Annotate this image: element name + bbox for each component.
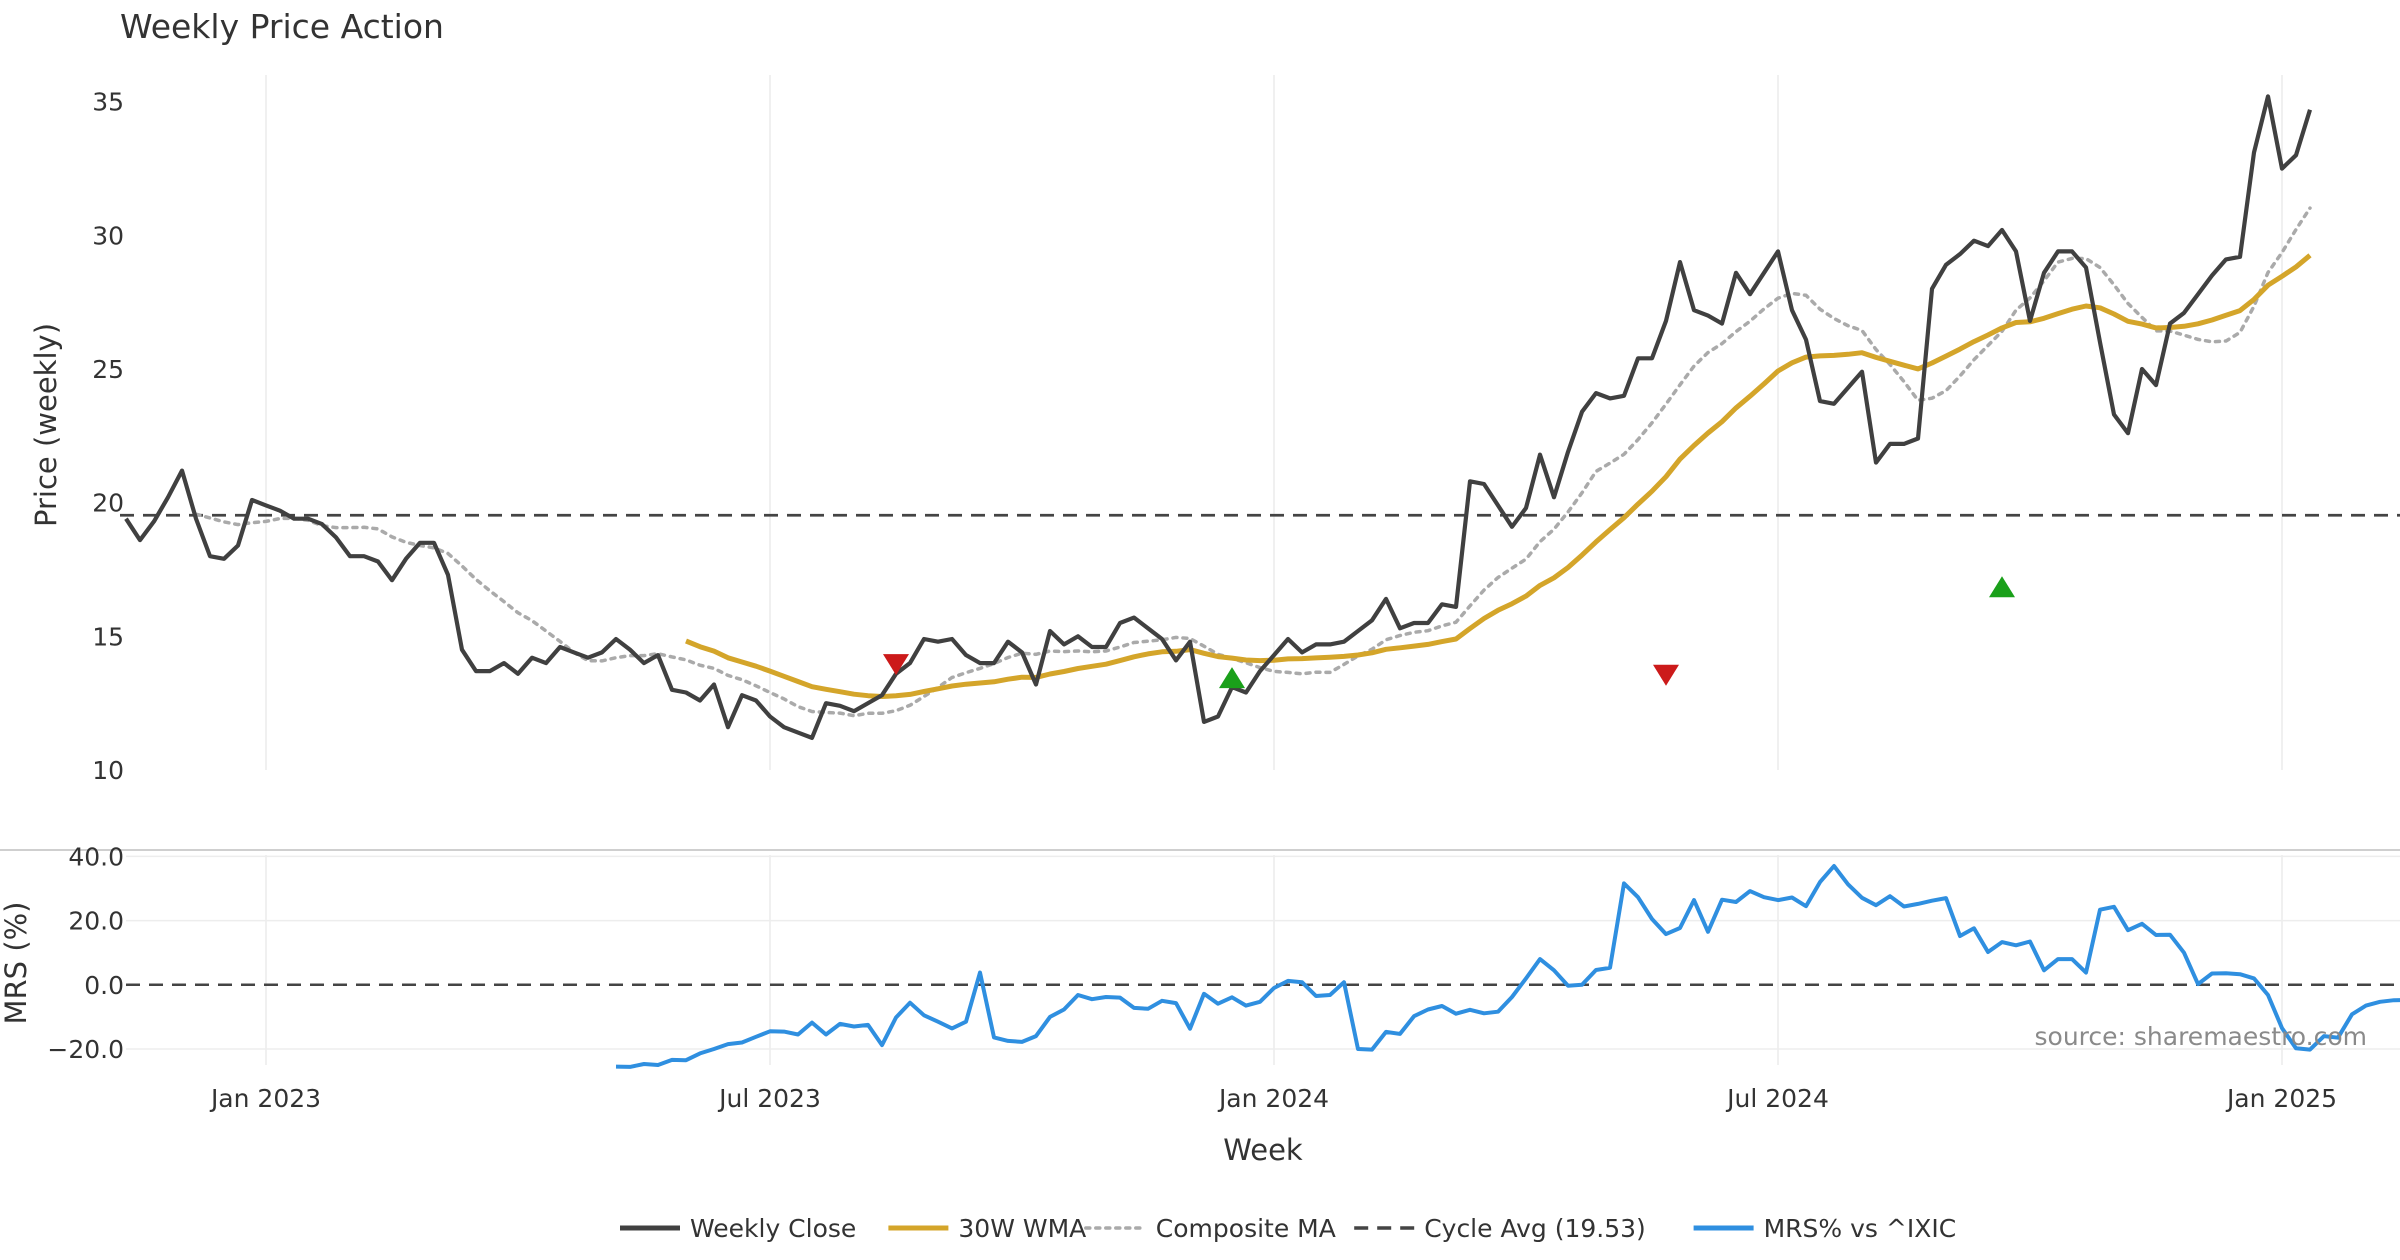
sell-signal-marker [883,654,909,676]
mrs-y-ticks: −20.0 0.0 20.0 40.0 [47,842,124,1064]
price-y-tick-label: 25 [92,355,124,384]
price-y-ticks: 10 15 20 25 30 35 [92,88,124,785]
legend: Weekly Close 30W WMA Composite MA Cycle Avg… [620,1214,1956,1243]
buy-signal-marker [1989,576,2015,598]
price-y-tick-label: 35 [92,88,124,117]
x-tick-label: Jan 2023 [209,1084,321,1113]
price-y-tick-label: 20 [92,489,124,518]
mrs-y-tick-label: 40.0 [68,842,124,871]
mrs-series [126,864,2400,1069]
x-axis-label: Week [1223,1133,1303,1167]
legend-label: MRS% vs ^IXIC [1764,1214,1957,1243]
source-watermark: source: sharemaestro.com [2035,1022,2368,1051]
chart-title: Weekly Price Action [120,7,444,46]
price-y-tick-label: 30 [92,221,124,250]
wma-30w-line [685,253,2312,699]
mrs-line [615,864,2400,1069]
legend-label: Composite MA [1156,1214,1336,1243]
signal-markers [883,576,2015,689]
x-tick-label: Jan 2025 [2225,1084,2337,1113]
buy-signal-marker [1219,667,1245,689]
mrs-y-tick-label: 20.0 [68,907,124,936]
composite-ma-line [194,206,2312,718]
price-y-tick-label: 10 [92,756,124,785]
price-y-axis-label: Price (weekly) [29,323,63,527]
mrs-gridlines [126,855,2400,1065]
x-axis-ticks: Jan 2023 Jul 2023 Jan 2024 Jul 2024 Jan 2025… [209,1084,2337,1113]
x-tick-label: Jan 2024 [1217,1084,1329,1113]
sell-signal-marker [1653,664,1679,686]
weekly-close-line [124,94,2313,740]
mrs-y-tick-label: −20.0 [47,1035,124,1064]
price-panel: 10 15 20 25 30 35 Price (weekly) [29,75,2400,785]
price-y-tick-label: 15 [92,622,124,651]
legend-label: Cycle Avg (19.53) [1424,1214,1646,1243]
legend-label: Weekly Close [690,1214,856,1243]
price-series [120,94,2400,740]
x-tick-label: Jul 2024 [1725,1084,1829,1113]
price-gridlines [265,75,2283,770]
x-tick-label: Jul 2023 [717,1084,821,1113]
mrs-panel: −20.0 0.0 20.0 40.0 MRS (%) source: sharema… [0,842,2400,1069]
mrs-y-tick-label: 0.0 [84,971,124,1000]
legend-label: 30W WMA [958,1214,1086,1243]
mrs-y-axis-label: MRS (%) [0,902,33,1025]
